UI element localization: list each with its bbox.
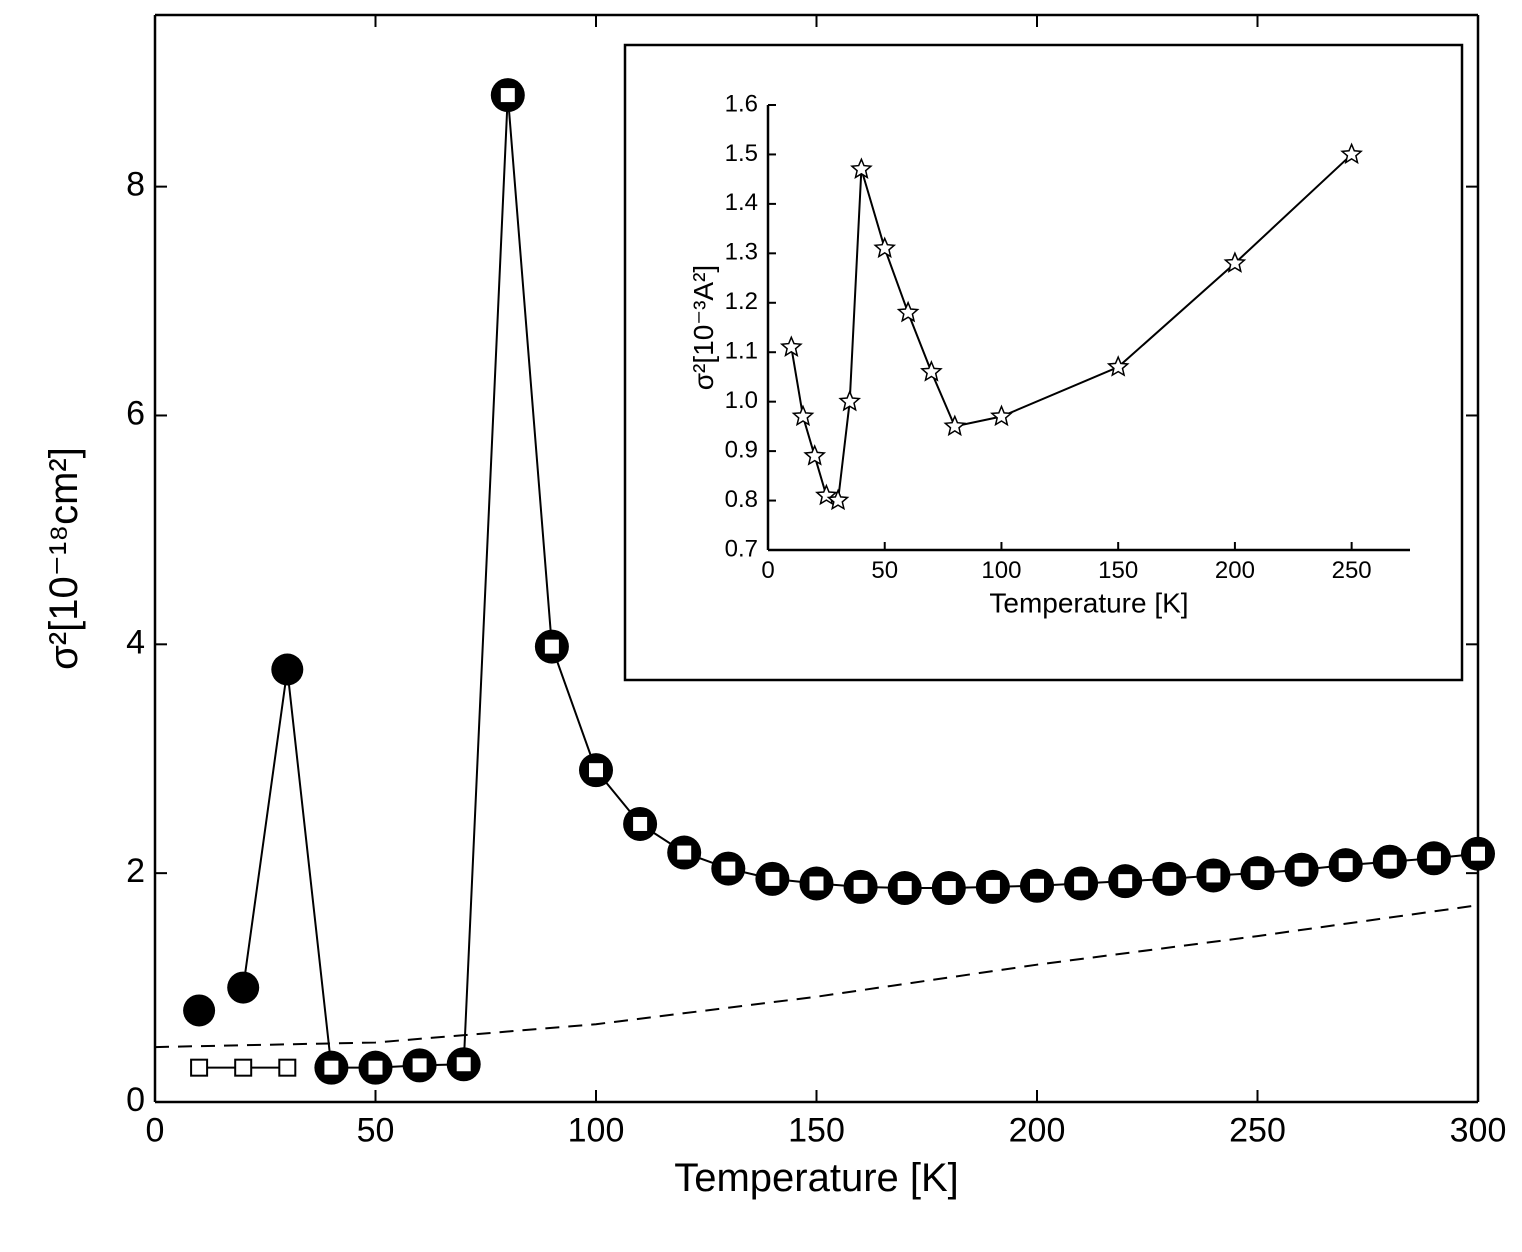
marker xyxy=(990,404,1013,427)
x-tick-label: 200 xyxy=(1215,557,1255,584)
x-axis-label: Temperature [K] xyxy=(674,1156,959,1200)
x-axis-label: Temperature [K] xyxy=(989,588,1188,619)
marker xyxy=(826,488,850,511)
marker xyxy=(1106,355,1130,377)
marker-center xyxy=(1294,862,1309,877)
y-tick-label: 1.3 xyxy=(725,239,758,266)
marker xyxy=(227,971,260,1004)
marker xyxy=(803,444,827,466)
y-tick-label: 1.6 xyxy=(725,90,758,117)
marker-center xyxy=(677,845,692,860)
y-tick-label: 1.4 xyxy=(725,189,758,216)
y-tick-label: 0.7 xyxy=(725,535,758,562)
marker-center xyxy=(1030,878,1044,893)
marker-center xyxy=(1471,846,1485,861)
marker xyxy=(943,414,967,437)
y-tick-label: 1.5 xyxy=(725,140,758,167)
x-tick-label: 200 xyxy=(1009,1112,1066,1150)
y-tick-label: 0.8 xyxy=(725,486,758,513)
marker-center xyxy=(500,88,515,103)
marker-center xyxy=(1382,854,1397,869)
marker-center xyxy=(456,1057,471,1072)
marker-center xyxy=(721,861,736,876)
marker-center xyxy=(589,763,603,778)
marker xyxy=(271,653,304,686)
y-axis-label: σ²[10⁻³A²] xyxy=(688,265,719,390)
y-tick-label: 6 xyxy=(126,394,145,432)
marker-center xyxy=(1162,871,1177,886)
y-tick-label: 0.9 xyxy=(725,436,758,463)
marker xyxy=(850,157,873,179)
marker xyxy=(779,335,803,357)
x-tick-label: 50 xyxy=(871,557,898,584)
marker-center xyxy=(1206,868,1221,883)
marker-center xyxy=(633,816,648,831)
x-tick-label: 300 xyxy=(1450,1112,1507,1150)
y-tick-label: 1.2 xyxy=(725,288,758,315)
x-tick-label: 100 xyxy=(568,1112,625,1150)
y-tick-label: 4 xyxy=(126,623,145,661)
y-tick-label: 0 xyxy=(126,1081,145,1119)
marker-center xyxy=(765,871,780,886)
marker xyxy=(791,404,815,427)
marker xyxy=(838,389,862,412)
marker xyxy=(920,360,943,382)
y-tick-label: 1.0 xyxy=(725,387,758,414)
marker xyxy=(873,236,897,259)
marker-center xyxy=(412,1058,427,1073)
marker-center xyxy=(544,639,559,654)
marker-center xyxy=(809,876,824,891)
marker xyxy=(234,1058,253,1077)
marker-center xyxy=(1118,874,1133,889)
marker-center xyxy=(941,881,956,896)
x-tick-label: 250 xyxy=(1229,1112,1286,1150)
marker-center xyxy=(1250,866,1265,881)
marker xyxy=(815,483,838,506)
marker-center xyxy=(853,879,868,894)
x-tick-label: 0 xyxy=(146,1112,165,1150)
marker-center xyxy=(1426,851,1441,866)
marker-center xyxy=(1074,876,1089,891)
y-tick-label: 2 xyxy=(126,852,145,890)
marker-center xyxy=(368,1060,383,1075)
x-tick-label: 50 xyxy=(357,1112,395,1150)
marker xyxy=(278,1058,297,1077)
y-axis-label: σ²[10⁻¹⁸cm²] xyxy=(42,447,86,670)
inset-frame xyxy=(623,43,1464,682)
marker xyxy=(1223,251,1247,273)
marker xyxy=(183,994,216,1027)
marker xyxy=(1340,142,1363,165)
x-tick-label: 150 xyxy=(788,1112,845,1150)
y-tick-label: 8 xyxy=(126,166,145,204)
x-tick-label: 250 xyxy=(1332,557,1372,584)
x-tick-label: 150 xyxy=(1098,557,1138,584)
x-tick-label: 100 xyxy=(981,557,1021,584)
marker-center xyxy=(985,879,1000,894)
marker-center xyxy=(1338,858,1353,873)
x-tick-label: 0 xyxy=(761,557,774,584)
y-tick-label: 1.1 xyxy=(725,338,758,365)
marker-center xyxy=(897,881,912,896)
marker-center xyxy=(324,1060,339,1075)
series-line xyxy=(154,904,1479,1049)
marker xyxy=(896,300,920,323)
marker xyxy=(190,1058,209,1077)
